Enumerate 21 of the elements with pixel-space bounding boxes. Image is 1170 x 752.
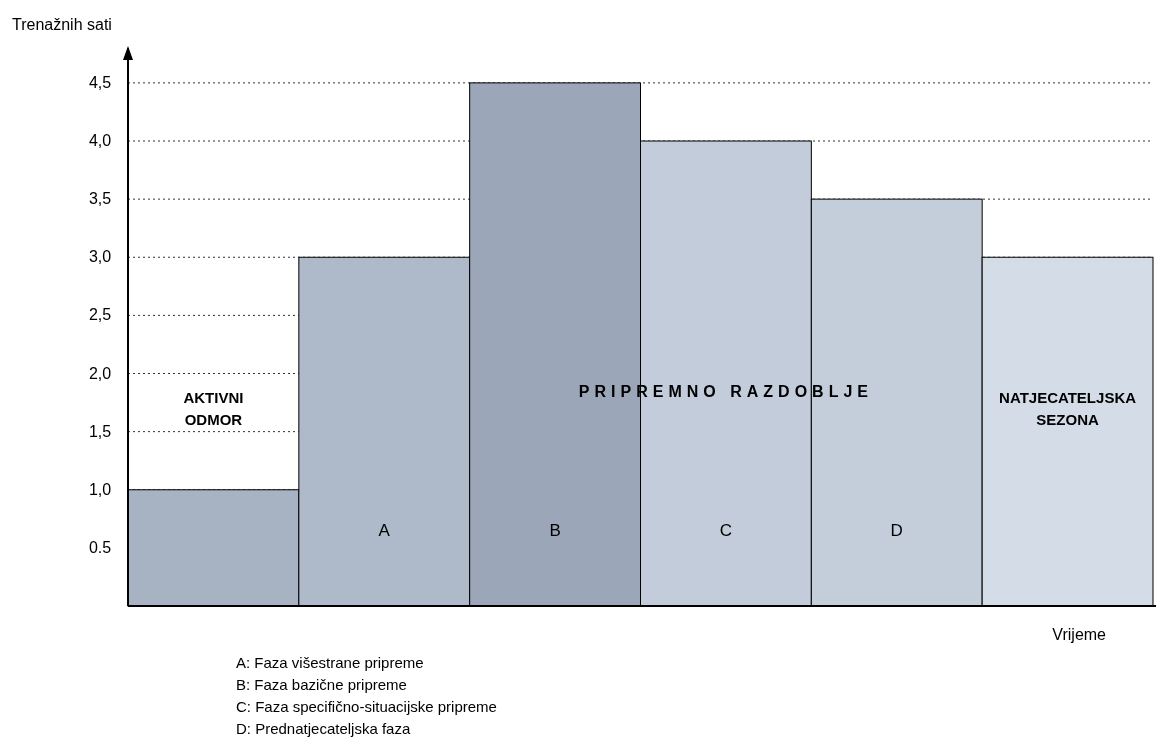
y-tick-label: 2,5 <box>88 306 112 324</box>
y-tick-label: 1,0 <box>88 480 112 498</box>
x-tick-label: AKTIVNI ODMOR <box>183 388 244 428</box>
text: C: Faza specifično-situacijske pripreme <box>236 698 497 715</box>
y-axis-title: Trenažnih sati <box>12 16 112 33</box>
y-tick-label: 0.5 <box>88 538 112 556</box>
x-tick-label: B <box>549 521 561 541</box>
text: D: Prednatjecateljska faza <box>236 720 411 737</box>
text: B: Faza bazične pripreme <box>236 676 407 693</box>
y-tick-label: 3,0 <box>88 248 112 266</box>
x-tick-label: A <box>378 521 391 541</box>
x-tick-label: NATJECATELJSKA SEZONA <box>999 388 1137 428</box>
x-axis-title: Vrijeme <box>1052 626 1107 643</box>
y-tick-label: 1,5 <box>88 422 112 440</box>
y-tick-label: 2,0 <box>88 364 112 382</box>
y-tick-label: 4,5 <box>88 73 112 91</box>
y-tick-label: 3,5 <box>88 190 112 208</box>
x-tick-label: C <box>719 521 733 541</box>
y-tick-label: 4,0 <box>88 132 112 149</box>
text: A: Faza višestrane pripreme <box>236 654 424 671</box>
x-tick-label: D <box>890 521 903 541</box>
